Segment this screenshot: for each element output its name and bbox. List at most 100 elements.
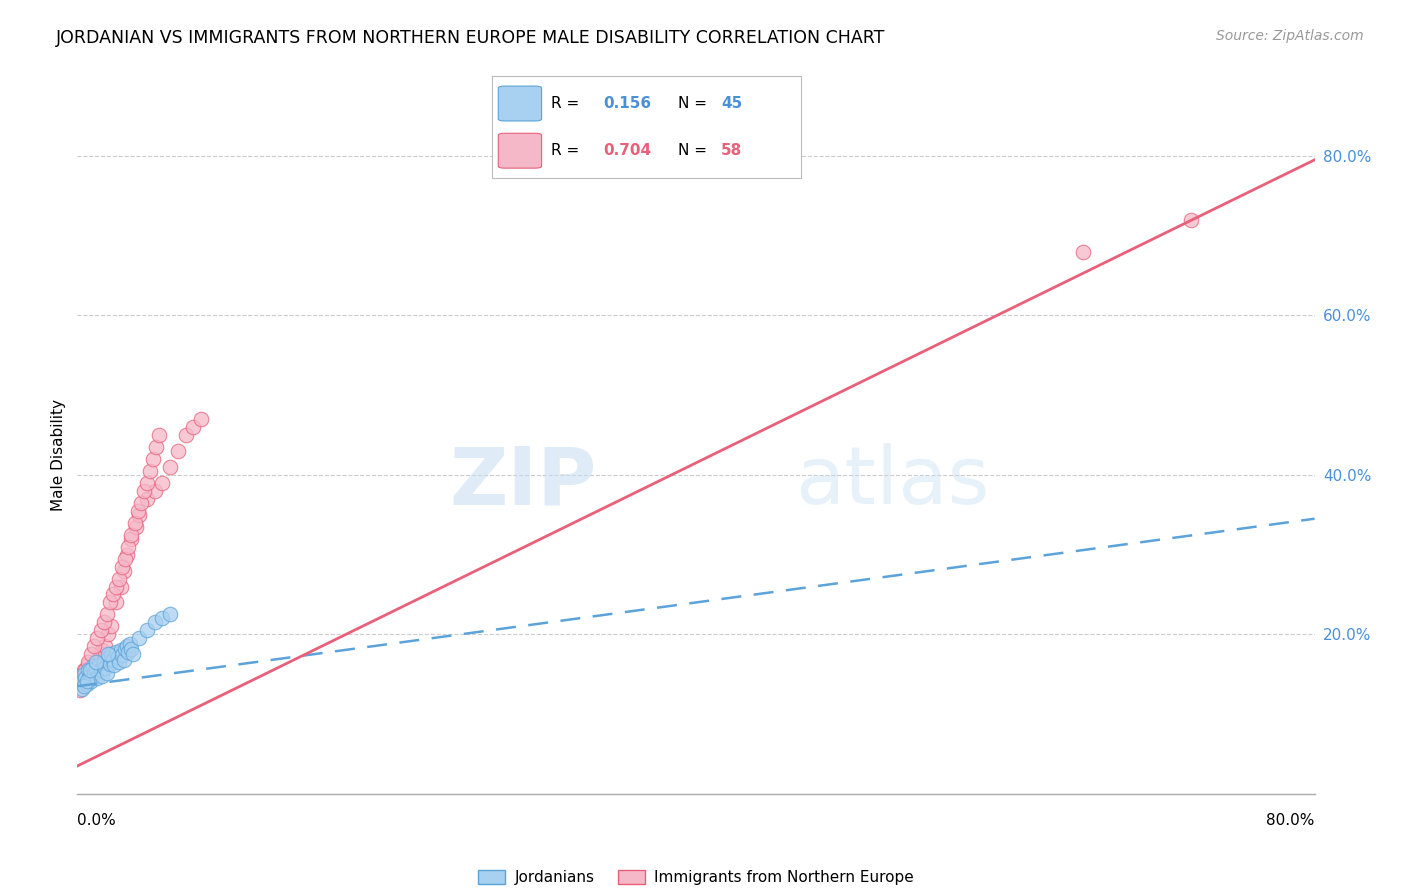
- Text: R =: R =: [551, 96, 583, 111]
- Point: [75, 671, 96, 685]
- Point: [111, 559, 134, 574]
- Y-axis label: Male Disability: Male Disability: [51, 399, 66, 511]
- Point: [72, 667, 94, 681]
- Point: [136, 475, 159, 490]
- Point: [76, 677, 98, 691]
- Point: [136, 491, 159, 506]
- Point: [139, 464, 162, 478]
- Point: [114, 641, 136, 656]
- Point: [100, 648, 122, 662]
- Point: [125, 519, 148, 533]
- Point: [90, 648, 111, 662]
- Point: [91, 643, 114, 657]
- Point: [84, 655, 107, 669]
- Point: [143, 615, 166, 630]
- Point: [111, 648, 134, 662]
- Point: [105, 580, 127, 594]
- Point: [121, 641, 143, 656]
- Point: [108, 572, 131, 586]
- Point: [183, 420, 205, 434]
- Point: [110, 643, 132, 657]
- Point: [97, 648, 120, 662]
- Point: [122, 648, 145, 662]
- Point: [93, 655, 115, 669]
- Point: [103, 657, 125, 672]
- Point: [69, 675, 91, 690]
- Point: [115, 548, 138, 562]
- Text: atlas: atlas: [794, 443, 990, 521]
- Point: [76, 667, 98, 681]
- Point: [79, 669, 101, 683]
- Point: [82, 659, 104, 673]
- Text: JORDANIAN VS IMMIGRANTS FROM NORTHERN EUROPE MALE DISABILITY CORRELATION CHART: JORDANIAN VS IMMIGRANTS FROM NORTHERN EU…: [56, 29, 886, 46]
- Point: [90, 624, 111, 638]
- Point: [105, 595, 127, 609]
- Point: [90, 663, 111, 677]
- Point: [83, 640, 105, 654]
- Point: [142, 451, 165, 466]
- Point: [167, 444, 190, 458]
- Point: [152, 475, 174, 490]
- Point: [70, 675, 93, 690]
- Text: 0.0%: 0.0%: [77, 814, 117, 828]
- Point: [86, 671, 108, 685]
- Point: [114, 551, 136, 566]
- Text: ZIP: ZIP: [450, 443, 598, 521]
- Point: [98, 657, 121, 671]
- Point: [77, 663, 100, 677]
- Point: [117, 540, 139, 554]
- Point: [87, 657, 110, 672]
- Point: [69, 683, 91, 698]
- Text: 45: 45: [721, 96, 742, 111]
- Point: [143, 483, 166, 498]
- Point: [98, 595, 121, 609]
- Text: 58: 58: [721, 144, 742, 158]
- Point: [86, 632, 108, 646]
- Point: [97, 627, 120, 641]
- Point: [128, 508, 150, 522]
- Point: [100, 619, 122, 633]
- Point: [77, 655, 100, 669]
- Point: [108, 655, 131, 669]
- Point: [83, 665, 105, 680]
- Point: [93, 615, 115, 630]
- Text: 0.156: 0.156: [603, 96, 651, 111]
- Point: [136, 624, 159, 638]
- Point: [112, 653, 135, 667]
- Point: [110, 580, 132, 594]
- Text: 0.704: 0.704: [603, 144, 651, 158]
- Point: [70, 681, 93, 696]
- Point: [145, 440, 167, 454]
- Point: [84, 661, 107, 675]
- Point: [159, 459, 181, 474]
- Point: [80, 673, 103, 688]
- Point: [79, 669, 101, 683]
- Point: [118, 637, 141, 651]
- Point: [79, 663, 101, 677]
- Point: [112, 564, 135, 578]
- Point: [94, 661, 117, 675]
- Point: [75, 675, 96, 690]
- Point: [190, 412, 212, 426]
- Point: [72, 663, 94, 677]
- Point: [96, 665, 118, 680]
- Point: [174, 428, 197, 442]
- Point: [80, 648, 103, 662]
- Point: [115, 640, 138, 654]
- FancyBboxPatch shape: [492, 76, 801, 178]
- Point: [159, 607, 181, 622]
- Point: [97, 651, 120, 665]
- Text: N =: N =: [678, 96, 711, 111]
- Point: [77, 657, 100, 672]
- Text: Source: ZipAtlas.com: Source: ZipAtlas.com: [1216, 29, 1364, 43]
- Point: [70, 671, 93, 685]
- Point: [75, 663, 96, 677]
- Point: [121, 527, 143, 541]
- Text: 80.0%: 80.0%: [1267, 814, 1315, 828]
- FancyBboxPatch shape: [498, 133, 541, 168]
- Point: [127, 504, 149, 518]
- Legend: Jordanians, Immigrants from Northern Europe: Jordanians, Immigrants from Northern Eur…: [472, 864, 920, 891]
- Point: [129, 496, 152, 510]
- Point: [105, 645, 127, 659]
- Point: [101, 587, 124, 601]
